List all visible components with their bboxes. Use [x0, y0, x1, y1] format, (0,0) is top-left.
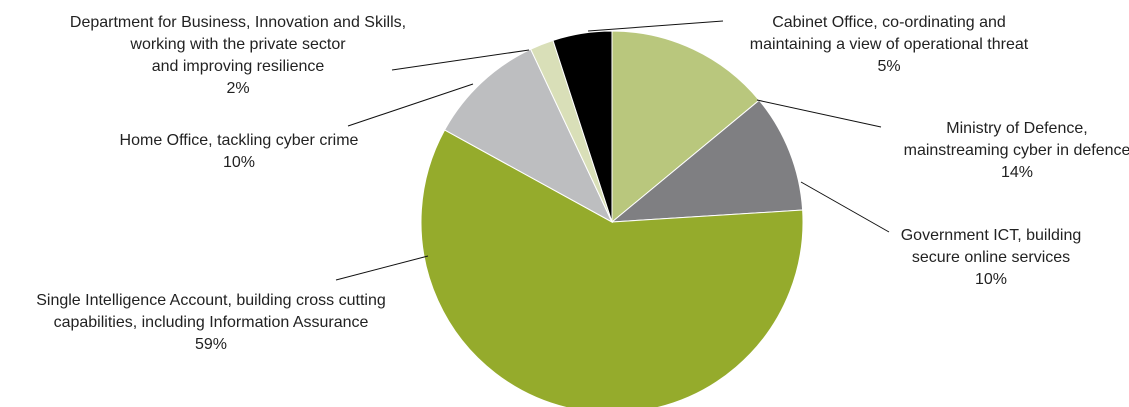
- slice-label-4-line-1: working with the private sector: [129, 36, 346, 53]
- pie-slice-1: [610, 99, 804, 223]
- slice-label-5-line-2: 5%: [877, 58, 900, 75]
- pie-slice-5: [552, 30, 613, 223]
- leader-line-2: [335, 255, 429, 281]
- slice-label-0-line-1: mainstreaming cyber in defence: [904, 142, 1129, 159]
- slice-label-5: Cabinet Office, co-ordinating and maintai…: [750, 14, 1029, 75]
- slice-label-3-line-0: Home Office, tackling cyber crime: [120, 132, 359, 149]
- leader-line-5: [587, 20, 724, 32]
- slice-label-4: Department for Business, Innovation and …: [70, 14, 406, 97]
- slice-label-4-line-0: Department for Business, Innovation and …: [70, 14, 406, 31]
- slice-label-5-line-1: maintaining a view of operational threat: [750, 36, 1029, 53]
- slice-label-3-line-1: 10%: [223, 154, 255, 171]
- pie-slice-2: [420, 129, 804, 407]
- leader-line-0: [756, 99, 882, 128]
- slice-label-3: Home Office, tackling cyber crime 10%: [120, 132, 359, 171]
- slice-label-4-line-3: 2%: [226, 80, 249, 97]
- slice-labels: Ministry of Defence, mainstreaming cyber …: [36, 14, 1129, 353]
- pie-slice-3: [443, 48, 614, 224]
- leader-line-1: [800, 181, 890, 233]
- pie-slices: [420, 30, 804, 407]
- slice-label-0-line-2: 14%: [1001, 164, 1033, 181]
- slice-label-2-line-0: Single Intelligence Account, building cr…: [36, 292, 386, 309]
- slice-label-1-line-2: 10%: [975, 271, 1007, 288]
- slice-label-0-line-0: Ministry of Defence,: [946, 120, 1087, 137]
- leader-line-3: [347, 83, 474, 127]
- slice-label-2-line-1: capabilities, including Information Assu…: [54, 314, 369, 331]
- slice-label-4-line-2: and improving resilience: [152, 58, 325, 75]
- slice-label-1-line-1: secure online services: [912, 249, 1070, 266]
- leader-line-4: [391, 49, 530, 71]
- slice-label-5-line-0: Cabinet Office, co-ordinating and: [772, 14, 1006, 31]
- pie-slice-0: [611, 30, 760, 224]
- slice-label-1: Government ICT, building secure online se…: [901, 227, 1082, 288]
- slice-label-2: Single Intelligence Account, building cr…: [36, 292, 386, 353]
- slice-label-0: Ministry of Defence, mainstreaming cyber …: [904, 120, 1129, 181]
- slice-label-1-line-0: Government ICT, building: [901, 227, 1082, 244]
- slice-label-2-line-2: 59%: [195, 336, 227, 353]
- leader-lines: [335, 20, 890, 281]
